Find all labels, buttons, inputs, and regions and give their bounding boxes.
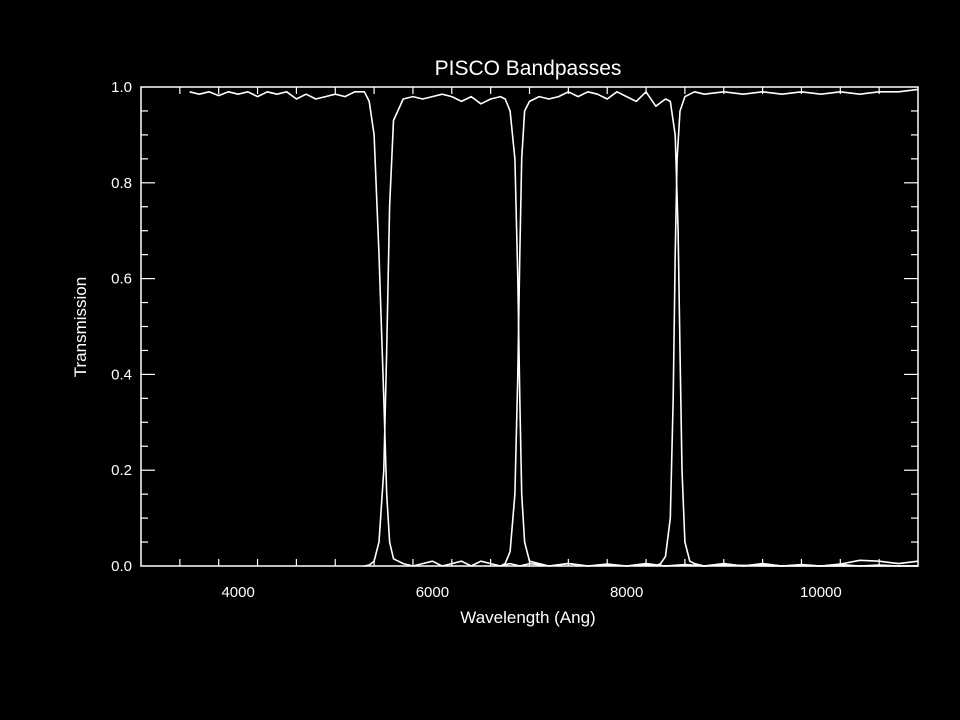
y-tick-label: 1.0 bbox=[111, 79, 132, 96]
y-axis-label: Transmission bbox=[71, 277, 90, 377]
plot-frame bbox=[140, 86, 919, 567]
x-tick-label: 10000 bbox=[800, 584, 842, 601]
y-tick-label: 0.0 bbox=[111, 558, 132, 575]
x-axis-label: Wavelength (Ang) bbox=[460, 608, 595, 627]
axes-ticks: 4000 6000 8000 10000 0.0 0.2 0.4 0.6 0.8 1.0 bbox=[111, 79, 918, 601]
y-tick-label: 0.2 bbox=[111, 462, 132, 479]
bandpass-line-4 bbox=[655, 88, 919, 567]
y-tick-label: 0.6 bbox=[111, 271, 132, 288]
x-tick-label: 4000 bbox=[221, 584, 254, 601]
x-tick-label: 8000 bbox=[610, 584, 643, 601]
x-tick-label: 6000 bbox=[416, 584, 449, 601]
y-tick-label: 0.8 bbox=[111, 175, 132, 192]
y-tick-label: 0.4 bbox=[111, 366, 132, 383]
chart-title: PISCO Bandpasses bbox=[435, 57, 622, 80]
